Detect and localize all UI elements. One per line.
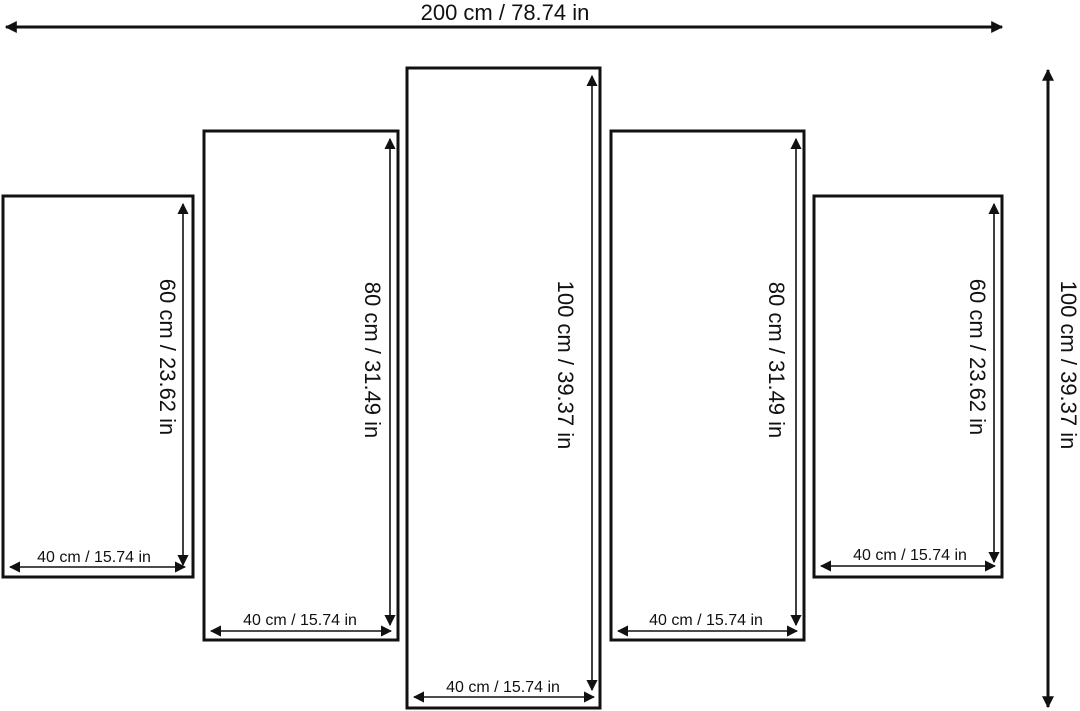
panel-height-label: 60 cm / 23.62 in: [965, 279, 990, 436]
panel-width-label: 40 cm / 15.74 in: [37, 549, 151, 566]
panel-width-label: 40 cm / 15.74 in: [853, 547, 967, 564]
panel-height-label: 80 cm / 31.49 in: [764, 282, 789, 439]
panel-2: 40 cm / 15.74 in 80 cm / 31.49 in: [202, 129, 400, 642]
overall-height-dimension: 100 cm / 39.37 in: [1042, 68, 1080, 709]
overall-width-dimension: 200 cm / 78.74 in: [4, 0, 1004, 33]
panel-frame: [609, 129, 806, 642]
overall-height-label: 100 cm / 39.37 in: [1056, 281, 1080, 450]
panel-height-label: 100 cm / 39.37 in: [553, 281, 578, 450]
panel-4: 40 cm / 15.74 in 80 cm / 31.49 in: [609, 129, 806, 642]
panel-width-label: 40 cm / 15.74 in: [243, 612, 357, 629]
panel-3: 40 cm / 15.74 in 100 cm / 39.37 in: [405, 66, 602, 710]
panel-frame: [812, 194, 1004, 579]
panel-frame: [202, 129, 400, 642]
panel-frame: [1, 194, 195, 579]
panel-1: 40 cm / 15.74 in 60 cm / 23.62 in: [1, 194, 195, 579]
panel-5: 40 cm / 15.74 in 60 cm / 23.62 in: [812, 194, 1004, 579]
panel-width-label: 40 cm / 15.74 in: [446, 679, 560, 696]
panel-frame: [405, 66, 602, 710]
panel-height-label: 60 cm / 23.62 in: [155, 279, 180, 436]
panel-height-label: 80 cm / 31.49 in: [360, 282, 385, 439]
overall-width-label: 200 cm / 78.74 in: [421, 0, 590, 25]
panel-width-label: 40 cm / 15.74 in: [649, 612, 763, 629]
